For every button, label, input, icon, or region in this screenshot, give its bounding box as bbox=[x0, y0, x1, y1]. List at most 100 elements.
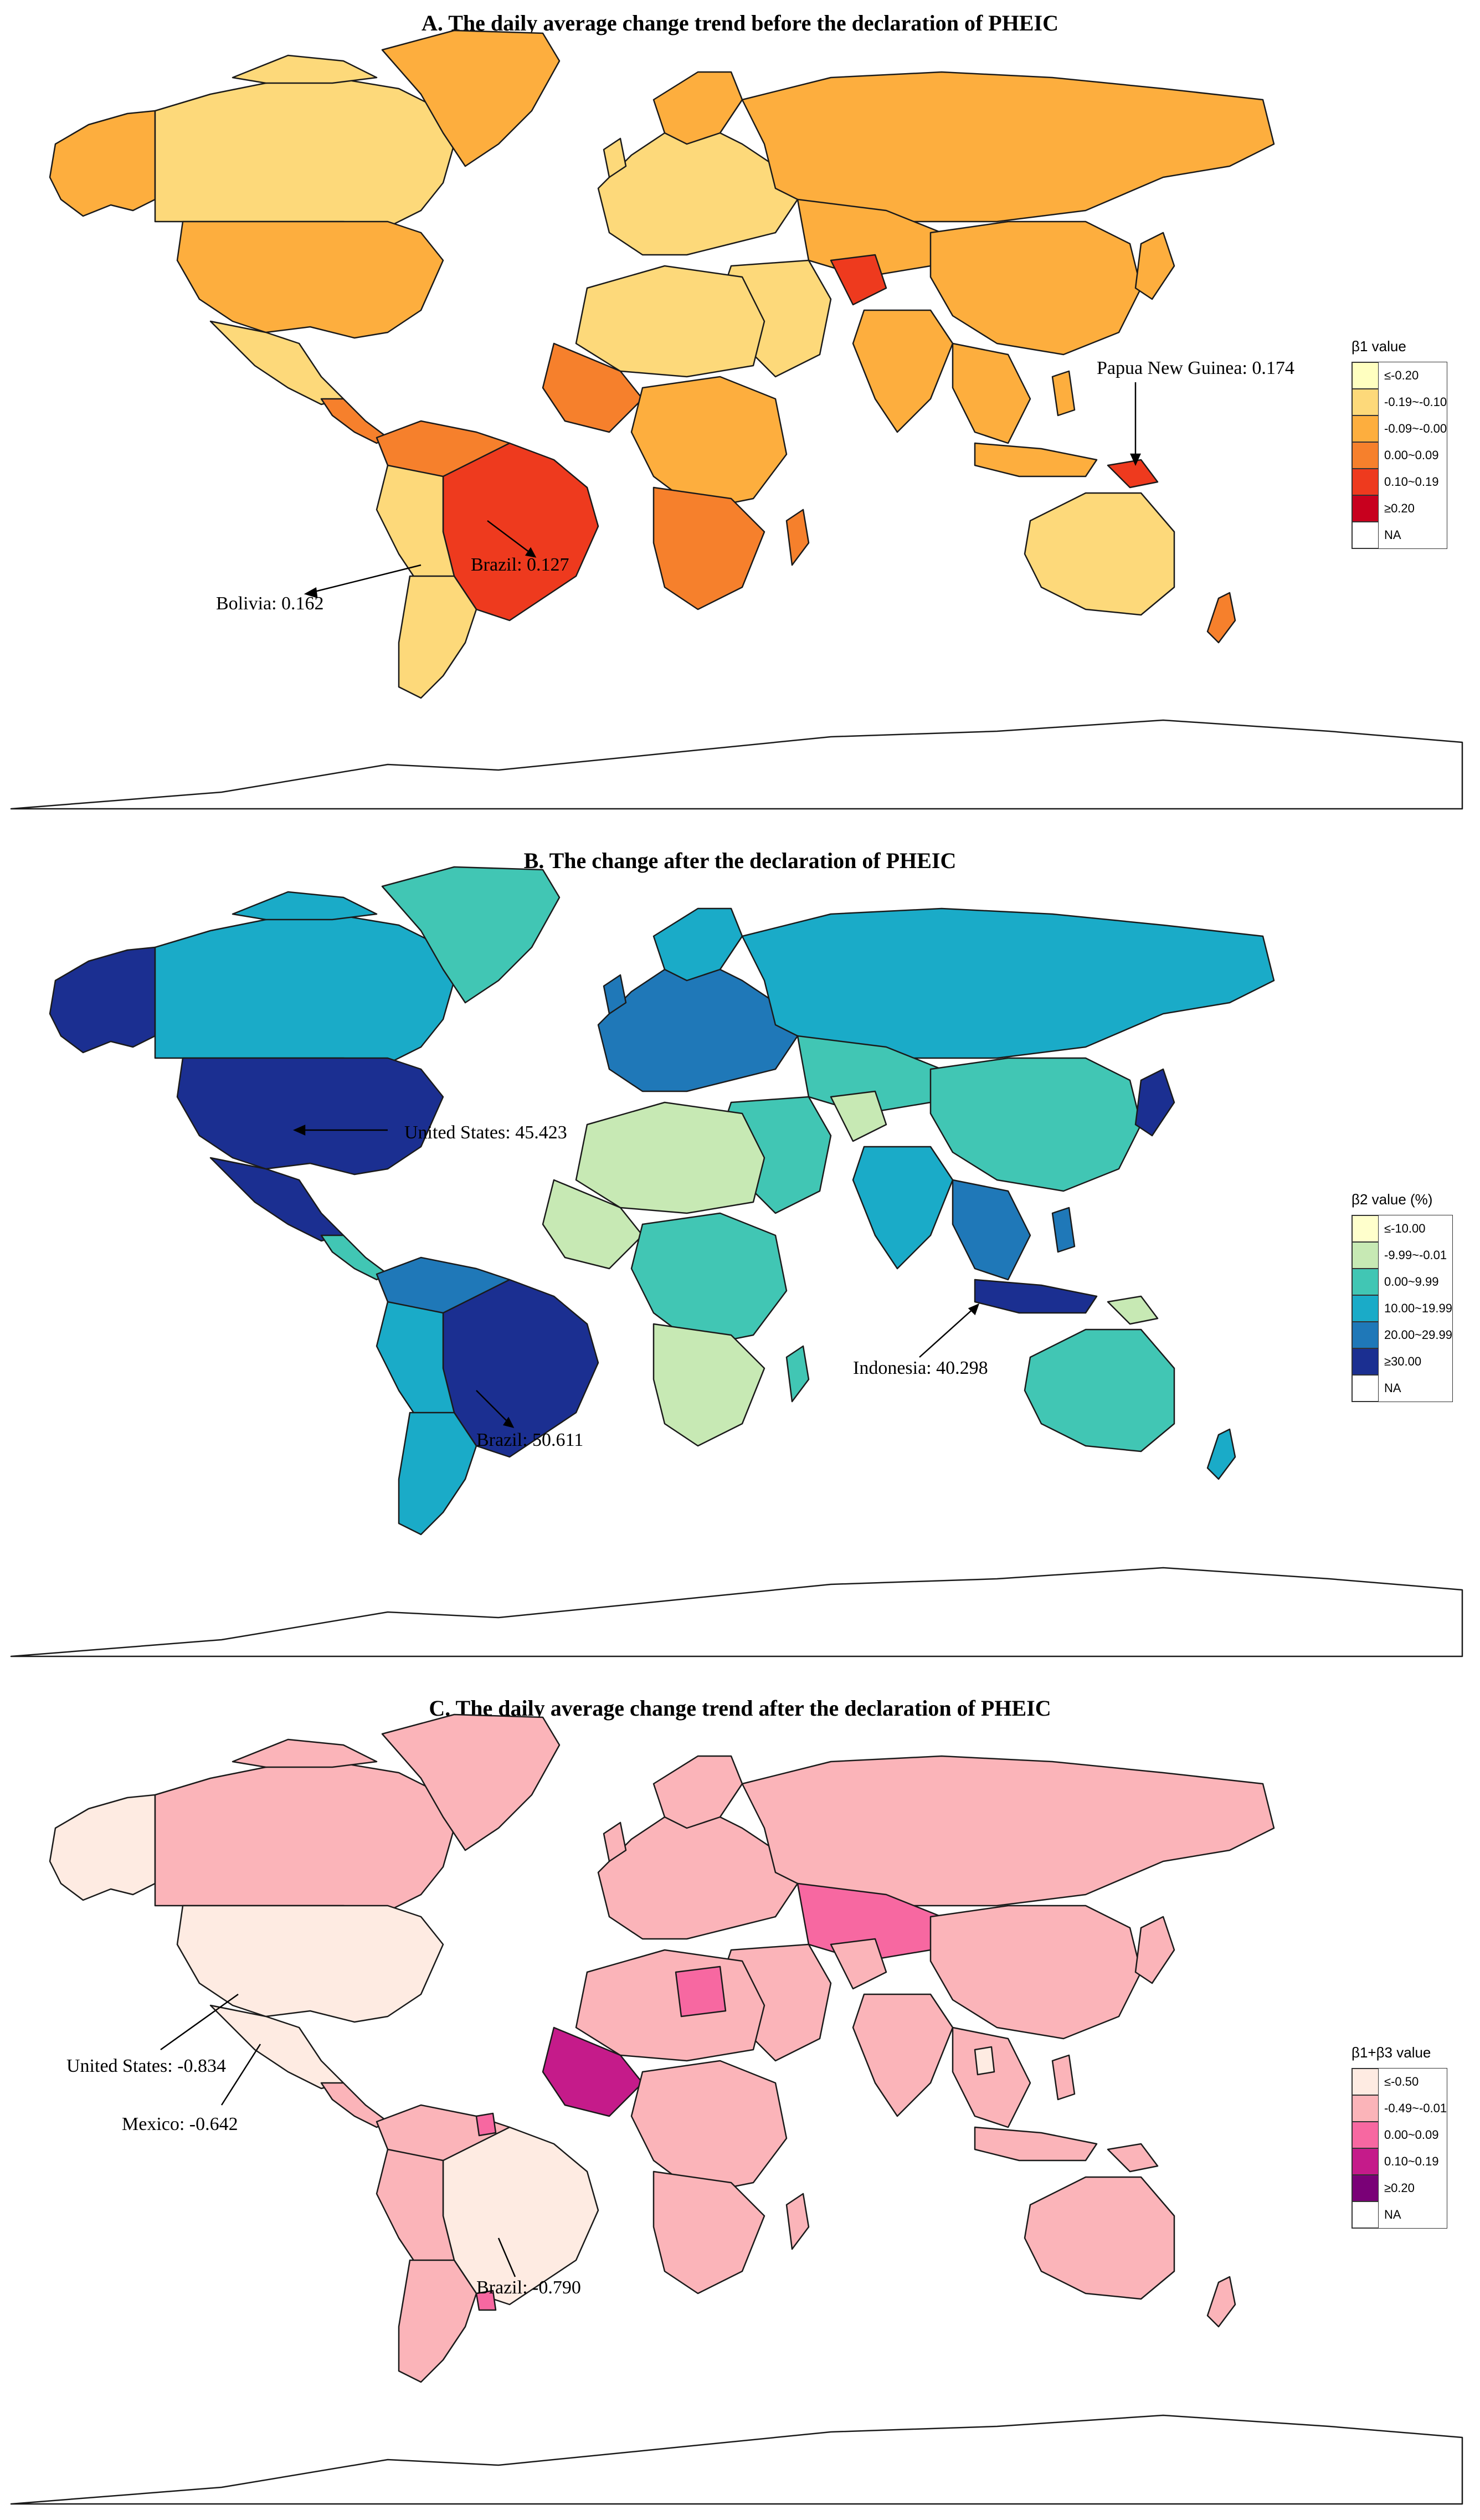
new-zealand-region bbox=[1206, 1428, 1236, 1480]
afghanistan-region bbox=[830, 1090, 887, 1142]
panel-b-legend: β2 value (%) ≤-10.00 -9.99~-0.01 0.00~9.… bbox=[1351, 1191, 1453, 1402]
legend-item: 0.10~0.19 bbox=[1352, 2148, 1447, 2175]
panel-b-title: B. The change after the declaration of P… bbox=[523, 848, 957, 873]
legend-label: 20.00~29.99 bbox=[1384, 1328, 1452, 1342]
annotation-usa: United States: -0.834 bbox=[66, 2056, 226, 2076]
annotation-png: Papua New Guinea: 0.174 bbox=[1097, 358, 1294, 378]
panel-b-legend-items: ≤-10.00 -9.99~-0.01 0.00~9.99 10.00~19.9… bbox=[1351, 1215, 1453, 1402]
peru-bolivia-region bbox=[376, 1301, 455, 1425]
india-region bbox=[852, 1993, 954, 2117]
central-africa-region bbox=[630, 376, 788, 511]
mexico-region bbox=[209, 2004, 345, 2090]
alaska-region bbox=[49, 110, 156, 217]
philippines-region bbox=[1051, 370, 1076, 417]
legend-item: ≤-10.00 bbox=[1352, 1215, 1452, 1242]
papua-new-guinea-region bbox=[1107, 2143, 1159, 2173]
bolivia-annotation-arrow bbox=[310, 564, 422, 594]
north-africa-region bbox=[575, 265, 765, 378]
north-africa-region bbox=[575, 1949, 765, 2062]
legend-label: ≤-0.20 bbox=[1384, 368, 1419, 382]
panel-a-legend-items: ≤-0.20 -0.19~-0.10 -0.09~-0.00 0.00~0.09… bbox=[1351, 362, 1448, 549]
panel-a-world-map: Papua New Guinea: 0.174 Bolivia: 0.162 B… bbox=[10, 29, 1463, 810]
papua-new-guinea-region bbox=[1107, 459, 1159, 489]
legend-item: 20.00~29.99 bbox=[1352, 1322, 1452, 1348]
west-africa-region bbox=[542, 2026, 644, 2117]
brazil-annotation-arrow bbox=[487, 520, 532, 555]
usa-region bbox=[176, 220, 444, 339]
annotation-brazil: Brazil: 50.611 bbox=[476, 1430, 583, 1450]
legend-swatch bbox=[1352, 389, 1379, 415]
legend-swatch bbox=[1352, 2122, 1379, 2148]
alaska-region bbox=[49, 1794, 156, 1901]
laos-region bbox=[974, 2046, 995, 2076]
legend-swatch bbox=[1352, 2175, 1379, 2201]
panel-a: A. The daily average change trend before… bbox=[0, 0, 1480, 825]
legend-label: 10.00~19.99 bbox=[1384, 1301, 1452, 1315]
legend-item: 0.10~0.19 bbox=[1352, 469, 1447, 495]
legend-swatch bbox=[1352, 1348, 1379, 1375]
legend-label: ≥0.20 bbox=[1384, 501, 1415, 515]
indonesia-annotation-arrow bbox=[919, 1307, 975, 1358]
panel-b: B. The change after the declaration of P… bbox=[0, 836, 1480, 1673]
greenland-region bbox=[381, 1713, 561, 1851]
legend-swatch bbox=[1352, 1375, 1379, 1402]
legend-swatch bbox=[1352, 522, 1379, 548]
legend-item: ≥0.20 bbox=[1352, 2175, 1447, 2201]
southern-cone-region bbox=[398, 2259, 477, 2383]
china-region bbox=[929, 1057, 1142, 1192]
legend-swatch bbox=[1352, 2095, 1379, 2122]
usa-region bbox=[176, 1905, 444, 2023]
legend-label: NA bbox=[1384, 2208, 1401, 2221]
russia-region bbox=[741, 71, 1275, 223]
legend-label: ≥0.20 bbox=[1384, 2181, 1415, 2195]
annotation-bolivia: Bolivia: 0.162 bbox=[216, 593, 324, 614]
madagascar-region bbox=[785, 1345, 810, 1403]
panel-c-legend-title: β1+β3 value bbox=[1351, 2044, 1431, 2061]
legend-label: 0.00~0.09 bbox=[1384, 448, 1439, 462]
legend-item: 10.00~19.99 bbox=[1352, 1295, 1452, 1322]
philippines-region bbox=[1051, 1207, 1076, 1253]
brazil-annotation-arrow bbox=[476, 1390, 510, 1424]
japan-region bbox=[1134, 232, 1175, 300]
legend-item: ≥0.20 bbox=[1352, 495, 1447, 522]
legend-swatch bbox=[1352, 1215, 1379, 1242]
panel-c: C. The daily average change trend after … bbox=[0, 1684, 1480, 2520]
antarctica-outline bbox=[10, 719, 1463, 810]
mexico-region bbox=[209, 320, 345, 406]
mexico-region bbox=[209, 1157, 345, 1242]
legend-label: 0.00~9.99 bbox=[1384, 1275, 1439, 1289]
brazil-annotation-arrow bbox=[497, 2237, 516, 2277]
legend-item: ≥30.00 bbox=[1352, 1348, 1452, 1375]
southern-cone-region bbox=[398, 1412, 477, 1536]
legend-item: NA bbox=[1352, 1375, 1452, 1402]
indonesia-region bbox=[974, 442, 1098, 478]
legend-swatch bbox=[1352, 1295, 1379, 1322]
annotation-brazil: Brazil: -0.790 bbox=[476, 2277, 581, 2298]
panel-b-world-map: United States: 45.423 Brazil: 50.611 Ind… bbox=[10, 866, 1463, 1657]
canada-region bbox=[154, 913, 455, 1065]
guyana-region bbox=[475, 2112, 497, 2137]
legend-swatch bbox=[1352, 469, 1379, 495]
india-region bbox=[852, 1146, 954, 1270]
legend-label: NA bbox=[1384, 528, 1401, 542]
southern-africa-region bbox=[652, 486, 765, 610]
legend-label: ≤-10.00 bbox=[1384, 1221, 1426, 1235]
japan-region bbox=[1134, 1068, 1175, 1137]
legend-swatch bbox=[1352, 1322, 1379, 1348]
legend-swatch bbox=[1352, 2148, 1379, 2175]
arctic-islands bbox=[232, 1738, 378, 1768]
antarctica-outline bbox=[10, 1567, 1463, 1657]
annotation-indonesia: Indonesia: 40.298 bbox=[853, 1358, 988, 1378]
panel-c-legend: β1+β3 value ≤-0.50 -0.49~-0.01 0.00~0.09… bbox=[1351, 2044, 1448, 2229]
legend-item: -0.19~-0.10 bbox=[1352, 389, 1447, 415]
legend-swatch bbox=[1352, 2069, 1379, 2095]
legend-item: 0.00~0.09 bbox=[1352, 442, 1447, 469]
legend-item: ≤-0.50 bbox=[1352, 2069, 1447, 2095]
canada-region bbox=[154, 76, 455, 228]
legend-label: -0.09~-0.00 bbox=[1384, 422, 1447, 435]
legend-swatch bbox=[1352, 1242, 1379, 1269]
legend-label: ≤-0.50 bbox=[1384, 2075, 1419, 2088]
russia-region bbox=[741, 907, 1275, 1059]
legend-item: -0.49~-0.01 bbox=[1352, 2095, 1447, 2122]
legend-item: ≤-0.20 bbox=[1352, 362, 1447, 389]
